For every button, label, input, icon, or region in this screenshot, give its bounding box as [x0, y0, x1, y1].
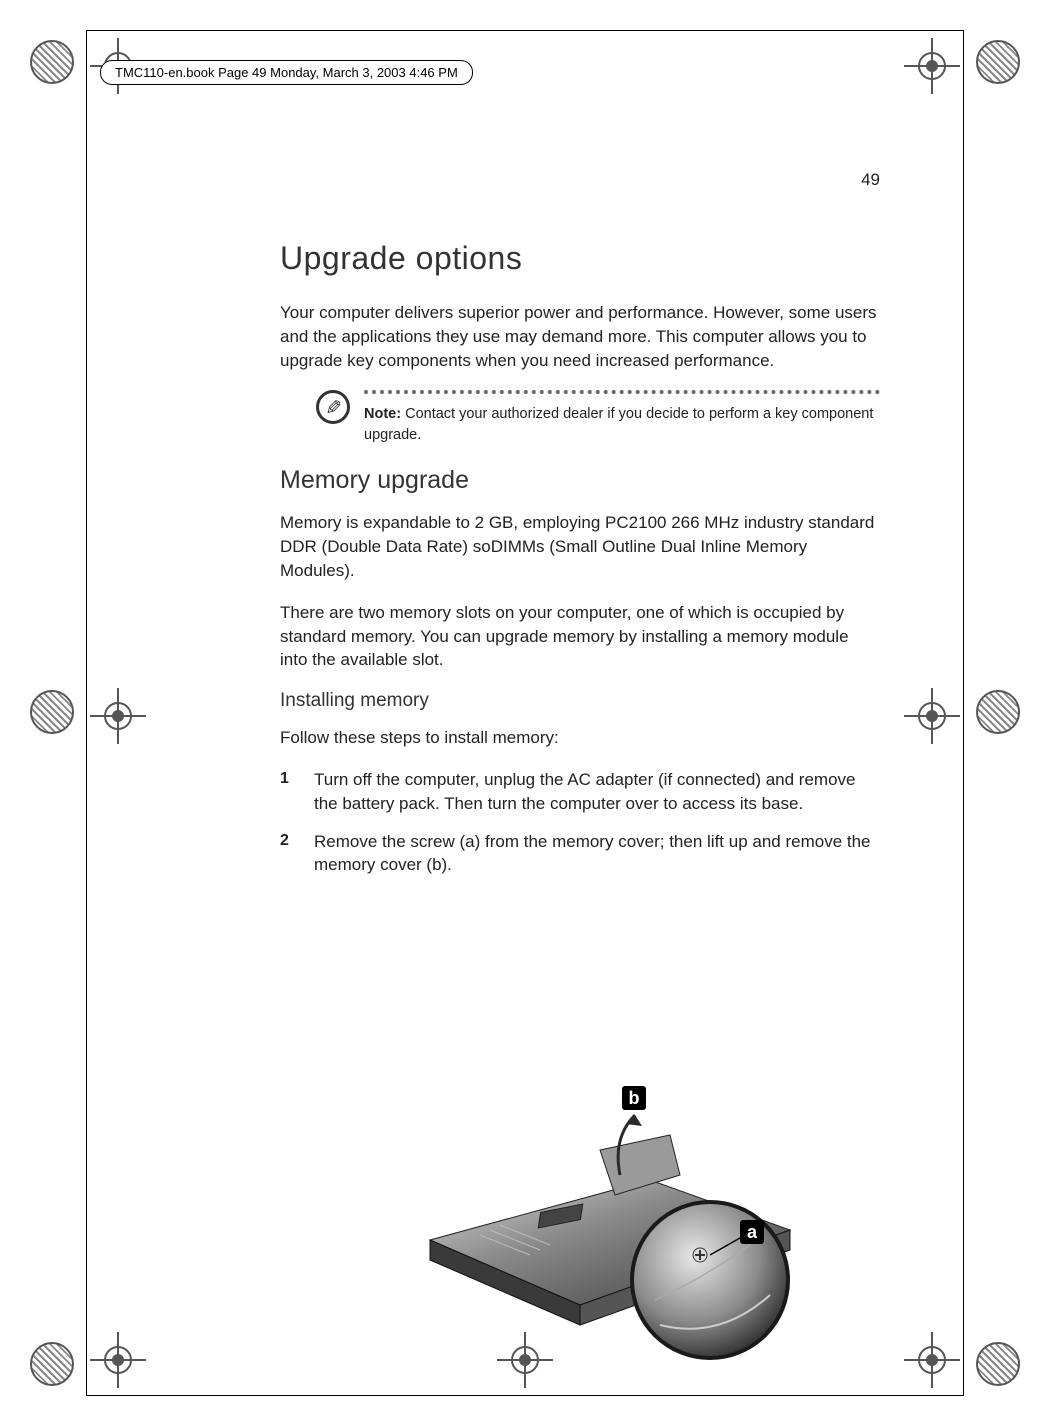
- crop-line-left: [86, 30, 87, 1396]
- illus-label-b: b: [629, 1088, 640, 1108]
- crop-line-right: [963, 30, 964, 1396]
- reg-mark-top-left-outer: [30, 40, 74, 84]
- install-step-2: Remove the screw (a) from the memory cov…: [280, 830, 880, 878]
- note-block: Note: Contact your authorized dealer if …: [316, 390, 880, 446]
- memory-cover-illustration: b a: [420, 1080, 820, 1380]
- note-body-text: Contact your authorized dealer if you de…: [364, 406, 873, 443]
- reg-mark-top-right-outer: [976, 40, 1020, 84]
- reg-mark-bot-left-outer: [30, 1342, 74, 1386]
- install-steps: Turn off the computer, unplug the AC ada…: [280, 768, 880, 877]
- section-title: Upgrade options: [280, 240, 880, 277]
- memory-heading: Memory upgrade: [280, 466, 880, 495]
- reg-mark-mid-left-inner: [96, 694, 140, 738]
- illus-label-a: a: [747, 1222, 758, 1242]
- page-number: 49: [861, 170, 880, 190]
- reg-mark-bot-right-inner: [910, 1338, 954, 1382]
- install-heading: Installing memory: [280, 690, 880, 712]
- pencil-circle-icon: [316, 390, 350, 424]
- note-label: Note:: [364, 406, 401, 422]
- crop-line-top: [86, 30, 964, 31]
- reg-mark-mid-right-inner: [910, 694, 954, 738]
- page-content: 49 Upgrade options Your computer deliver…: [280, 170, 880, 891]
- memory-para1: Memory is expandable to 2 GB, employing …: [280, 511, 880, 582]
- memory-para2: There are two memory slots on your compu…: [280, 601, 880, 672]
- section-intro: Your computer delivers superior power an…: [280, 301, 880, 372]
- install-step-1: Turn off the computer, unplug the AC ada…: [280, 768, 880, 816]
- note-text: Note: Contact your authorized dealer if …: [364, 404, 880, 446]
- reg-mark-top-right-inner: [910, 44, 954, 88]
- crop-line-bottom: [86, 1395, 964, 1396]
- reg-mark-mid-right-outer: [976, 690, 1020, 734]
- print-header-tab: TMC110-en.book Page 49 Monday, March 3, …: [100, 60, 473, 85]
- reg-mark-bot-left-inner: [96, 1338, 140, 1382]
- install-lead: Follow these steps to install memory:: [280, 726, 880, 750]
- note-dotted-rule: [364, 390, 880, 394]
- reg-mark-bot-right-outer: [976, 1342, 1020, 1386]
- reg-mark-mid-left-outer: [30, 690, 74, 734]
